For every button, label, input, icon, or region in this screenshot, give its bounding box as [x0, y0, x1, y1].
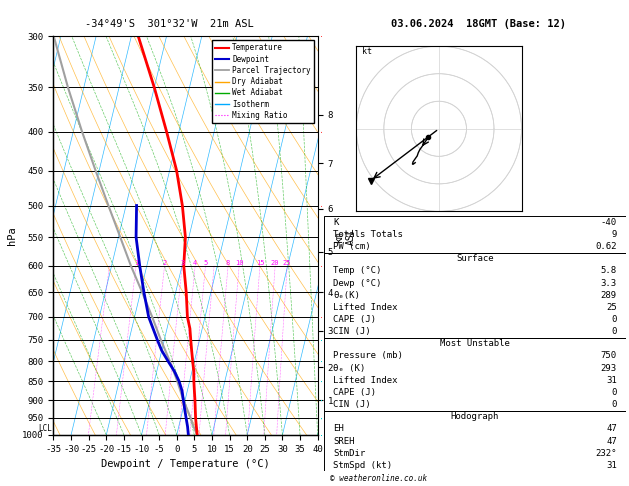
Text: Surface: Surface — [456, 254, 494, 263]
Text: Temp (°C): Temp (°C) — [333, 266, 381, 276]
Text: Lifted Index: Lifted Index — [333, 376, 398, 385]
Text: Hodograph: Hodograph — [451, 412, 499, 421]
Text: 0: 0 — [611, 327, 617, 336]
Y-axis label: hPa: hPa — [7, 226, 17, 245]
Bar — [324, 216, 626, 253]
Text: 10: 10 — [235, 260, 243, 266]
Text: 25: 25 — [606, 303, 617, 312]
Text: 0.62: 0.62 — [595, 242, 617, 251]
Text: CAPE (J): CAPE (J) — [333, 315, 376, 324]
Text: 2: 2 — [162, 260, 167, 266]
Text: 0: 0 — [611, 388, 617, 397]
Text: K: K — [333, 218, 338, 227]
Text: 750: 750 — [601, 351, 617, 361]
Text: kt: kt — [362, 48, 372, 56]
Text: Lifted Index: Lifted Index — [333, 303, 398, 312]
Text: 5.8: 5.8 — [601, 266, 617, 276]
Text: 03.06.2024  18GMT (Base: 12): 03.06.2024 18GMT (Base: 12) — [391, 19, 565, 30]
Text: StmDir: StmDir — [333, 449, 365, 458]
Text: Most Unstable: Most Unstable — [440, 339, 510, 348]
Text: EH: EH — [333, 424, 343, 434]
Text: 15: 15 — [255, 260, 264, 266]
X-axis label: Dewpoint / Temperature (°C): Dewpoint / Temperature (°C) — [101, 459, 270, 469]
Text: PW (cm): PW (cm) — [333, 242, 370, 251]
Text: Dewp (°C): Dewp (°C) — [333, 278, 381, 288]
Text: LCL: LCL — [38, 424, 52, 433]
Bar — [324, 338, 626, 411]
Text: 0: 0 — [611, 400, 617, 409]
Text: 5: 5 — [203, 260, 208, 266]
Text: θₑ (K): θₑ (K) — [333, 364, 365, 373]
Text: 31: 31 — [606, 461, 617, 470]
Text: 3: 3 — [180, 260, 184, 266]
Legend: Temperature, Dewpoint, Parcel Trajectory, Dry Adiabat, Wet Adiabat, Isotherm, Mi: Temperature, Dewpoint, Parcel Trajectory… — [212, 40, 314, 123]
Text: SREH: SREH — [333, 436, 355, 446]
Text: 289: 289 — [601, 291, 617, 300]
Text: 47: 47 — [606, 436, 617, 446]
Bar — [324, 411, 626, 471]
Text: 47: 47 — [606, 424, 617, 434]
Text: -34°49'S  301°32'W  21m ASL: -34°49'S 301°32'W 21m ASL — [86, 19, 254, 30]
Text: 9: 9 — [611, 230, 617, 239]
Text: 3.3: 3.3 — [601, 278, 617, 288]
Text: 31: 31 — [606, 376, 617, 385]
Text: 1: 1 — [134, 260, 138, 266]
Text: Totals Totals: Totals Totals — [333, 230, 403, 239]
Text: CIN (J): CIN (J) — [333, 400, 370, 409]
Text: CIN (J): CIN (J) — [333, 327, 370, 336]
Text: 20: 20 — [271, 260, 279, 266]
Text: StmSpd (kt): StmSpd (kt) — [333, 461, 392, 470]
Text: 0: 0 — [611, 315, 617, 324]
Text: Pressure (mb): Pressure (mb) — [333, 351, 403, 361]
Text: θₑ(K): θₑ(K) — [333, 291, 360, 300]
Text: 293: 293 — [601, 364, 617, 373]
Text: 8: 8 — [226, 260, 230, 266]
Text: 25: 25 — [283, 260, 291, 266]
Text: 232°: 232° — [595, 449, 617, 458]
Y-axis label: km
ASL: km ASL — [334, 227, 356, 244]
Text: -40: -40 — [601, 218, 617, 227]
Text: 4: 4 — [193, 260, 198, 266]
Bar — [324, 253, 626, 338]
Text: © weatheronline.co.uk: © weatheronline.co.uk — [330, 474, 427, 483]
Text: CAPE (J): CAPE (J) — [333, 388, 376, 397]
